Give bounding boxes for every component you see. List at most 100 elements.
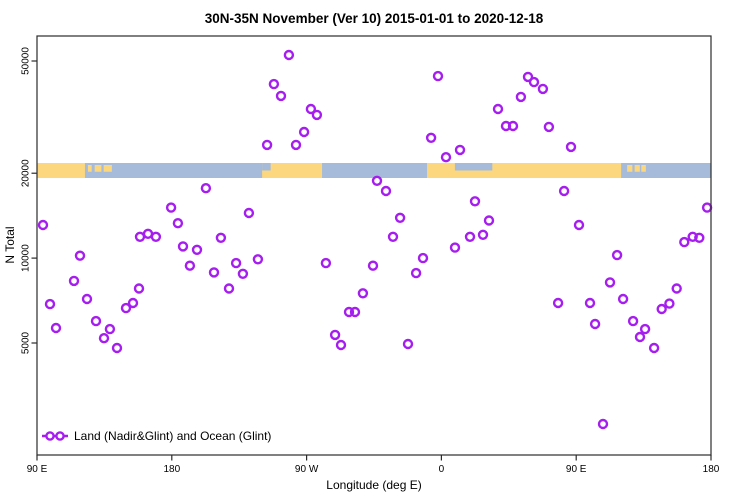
data-point [165, 202, 177, 213]
axis-ticks: 90 E 180 90 W 0 90 E 180 5000 10000 20000 50000 [21, 47, 720, 475]
data-point [394, 212, 406, 224]
data-point [543, 121, 555, 133]
x-tick-label: 0 [439, 464, 445, 475]
data-point [268, 78, 280, 90]
legend-marker-circle [45, 431, 55, 441]
data-point [483, 215, 495, 226]
map-land [37, 163, 85, 178]
data-point [425, 132, 437, 144]
data-point [671, 283, 682, 294]
plot-frame [36, 35, 712, 456]
data-point [237, 268, 249, 279]
map-ocean-notch [454, 163, 493, 171]
data-point [604, 277, 616, 288]
data-point [701, 202, 713, 213]
data-point [184, 260, 196, 271]
data-point [127, 297, 139, 309]
data-point [371, 175, 383, 187]
y-tick-label: 50000 [21, 47, 32, 75]
data-point [679, 236, 690, 248]
data-point [664, 298, 675, 309]
data-point [410, 267, 422, 279]
data-point [120, 302, 132, 314]
data-point [477, 229, 489, 241]
data-point [367, 260, 379, 271]
data-point [215, 232, 227, 244]
data-point [648, 342, 660, 354]
data-point [515, 91, 527, 103]
data-point [343, 306, 355, 318]
data-point [611, 249, 623, 261]
map-island [627, 165, 633, 172]
data-point [98, 333, 110, 344]
data-point [597, 418, 609, 430]
data-point [694, 232, 705, 244]
data-point [261, 139, 273, 151]
data-point [440, 151, 452, 163]
data-point [150, 231, 162, 243]
data-point [528, 76, 540, 88]
map-island [103, 165, 112, 172]
data-point [639, 323, 651, 335]
data-point [522, 71, 534, 83]
data-point [243, 207, 255, 219]
data-point [565, 141, 577, 153]
data-point [584, 297, 596, 309]
chart-title: 30N-35N November (Ver 10) 2015-01-01 to … [205, 11, 544, 26]
data-point [283, 49, 295, 61]
y-tick-label: 20000 [21, 159, 32, 187]
data-point [81, 293, 93, 305]
x-tick-label: 90 E [566, 464, 587, 475]
data-point [417, 252, 429, 264]
world-map-band [37, 163, 711, 178]
data-point [617, 293, 629, 305]
data-point [449, 242, 461, 253]
data-point [230, 257, 242, 269]
data-point [223, 283, 235, 294]
data-point [104, 323, 116, 335]
data-point [634, 331, 646, 343]
x-axis-label: Longitude (deg E) [326, 478, 421, 492]
map-island [641, 165, 646, 172]
data-point [133, 283, 145, 294]
data-point [50, 322, 62, 334]
data-point [349, 306, 361, 318]
data-point [320, 257, 332, 269]
data-point [469, 196, 481, 207]
legend: Land (Nadir&Glint) and Ocean (Glint) [42, 429, 271, 443]
data-point [537, 83, 549, 95]
x-tick-label: 180 [703, 464, 720, 475]
data-point [191, 244, 203, 256]
data-point [74, 250, 86, 261]
data-point [90, 315, 102, 327]
data-point [357, 288, 369, 299]
data-point [387, 231, 399, 243]
data-point [177, 241, 189, 252]
data-point [687, 231, 698, 243]
y-tick-label: 10000 [21, 244, 32, 272]
data-point [589, 318, 601, 330]
data-point [134, 231, 146, 243]
x-tick-label: 90 W [295, 464, 319, 475]
data-point [200, 182, 212, 194]
data-point [552, 297, 564, 309]
data-point [208, 267, 220, 278]
map-ocean-notch [262, 163, 271, 171]
map-island [94, 165, 102, 172]
legend-marker-circle [55, 431, 65, 441]
legend-label: Land (Nadir&Glint) and Ocean (Glint) [74, 429, 271, 443]
data-point [492, 103, 504, 115]
data-point [305, 103, 317, 115]
data-point [111, 342, 123, 354]
data-point [454, 144, 466, 156]
data-points [37, 49, 713, 430]
map-island [87, 165, 92, 172]
data-point [329, 329, 341, 341]
data-point [44, 298, 56, 310]
data-point [37, 219, 49, 231]
x-tick-label: 90 E [27, 464, 48, 475]
data-point [627, 315, 639, 327]
data-point [311, 109, 323, 121]
y-tick-label: 5000 [21, 331, 32, 354]
